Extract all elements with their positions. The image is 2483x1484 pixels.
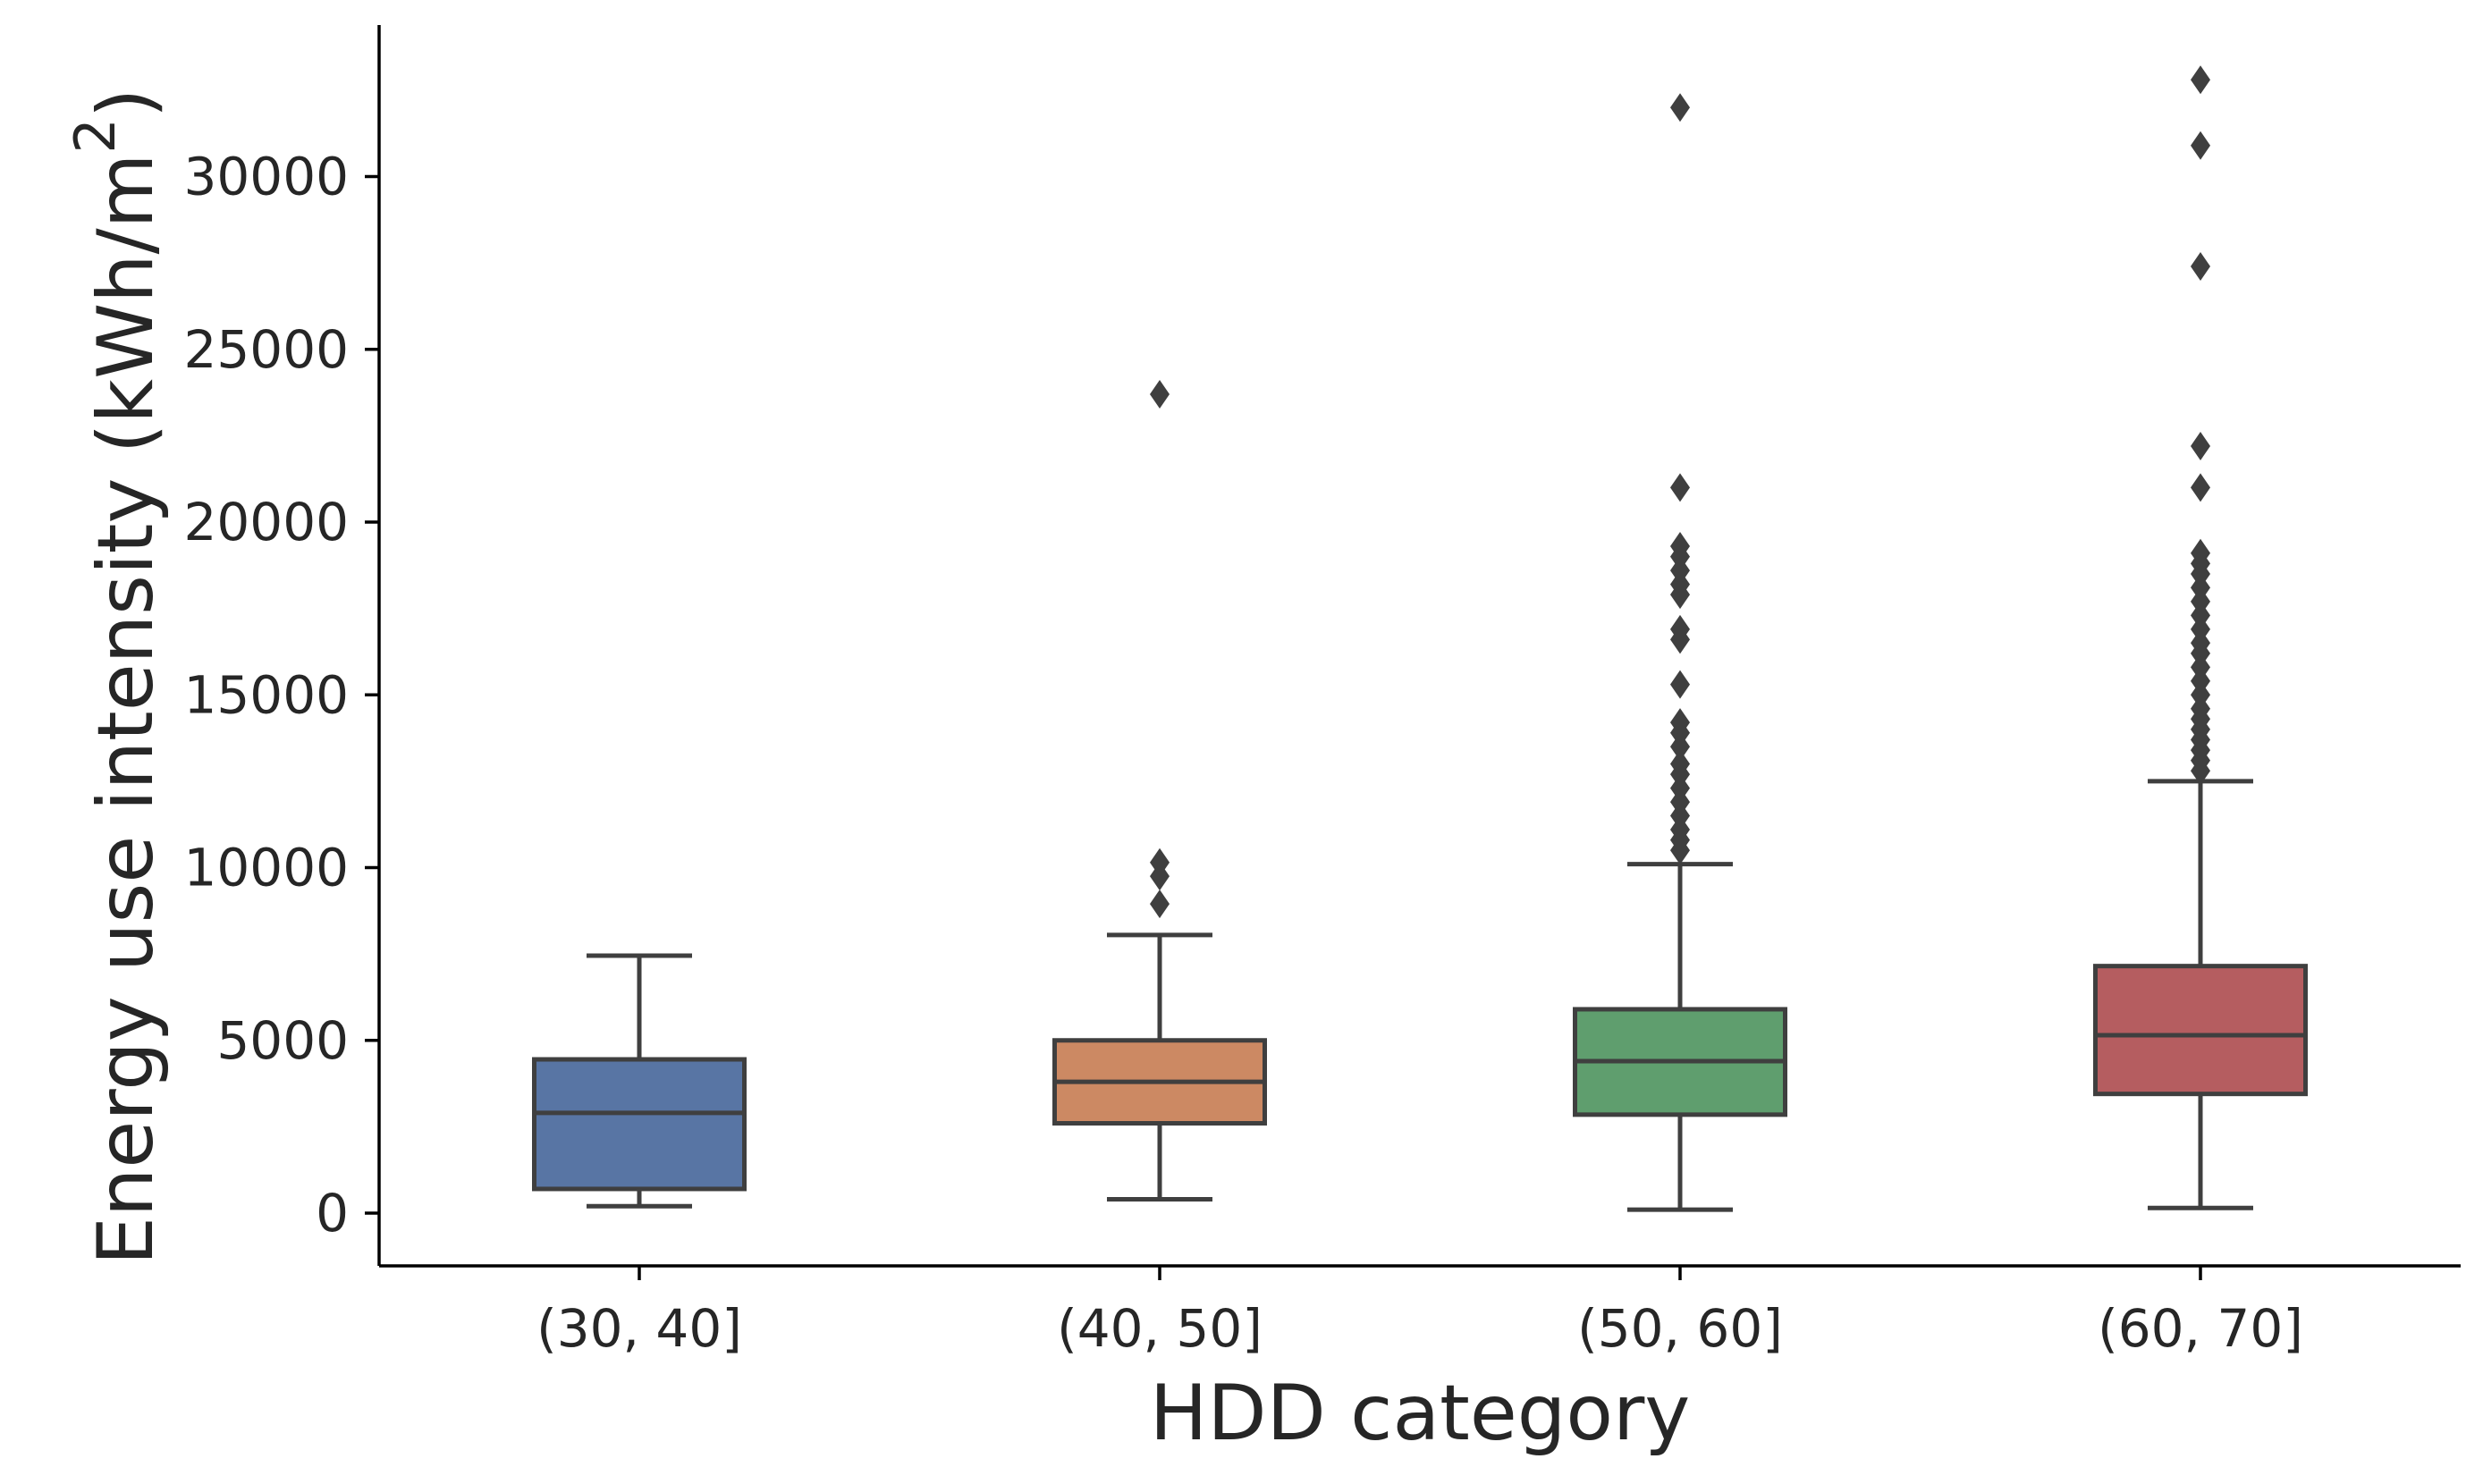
y-axis-ticks: 0 5000 10000 15000 20000 25000 30000	[183, 147, 379, 1244]
x-tick-label: (50, 60]	[1577, 1298, 1783, 1359]
box-series	[532, 65, 2308, 1212]
outlier-point	[1150, 847, 1170, 877]
outlier-point	[1670, 473, 1690, 502]
y-tick-label: 30000	[183, 147, 349, 207]
outlier-point	[2191, 251, 2210, 281]
outlier-point	[1150, 379, 1170, 409]
y-tick-label: 15000	[183, 664, 349, 725]
y-tick-label: 25000	[183, 319, 349, 380]
y-tick-label: 20000	[183, 492, 349, 552]
outlier-point	[1670, 708, 1690, 738]
y-tick-label: 10000	[183, 838, 349, 898]
box-group	[532, 953, 747, 1209]
outlier-point	[2191, 131, 2210, 160]
box-group	[2093, 65, 2308, 1210]
outlier-point	[1670, 749, 1690, 779]
outlier-point	[1670, 670, 1690, 699]
x-tick-label: (60, 70]	[2098, 1298, 2303, 1359]
x-axis-title: HDD category	[1150, 1369, 1691, 1458]
outlier-point	[2191, 538, 2210, 568]
x-axis-ticks: (30, 40] (40, 50] (50, 60] (60, 70]	[536, 1266, 2303, 1359]
y-axis-title-prefix: Energy use intensity (kWh/m	[81, 154, 171, 1266]
box-group	[1573, 93, 1787, 1212]
iqr-box	[532, 1057, 747, 1192]
outlier-point	[1670, 532, 1690, 561]
box-group	[1052, 379, 1267, 1202]
outlier-point	[2191, 431, 2210, 460]
y-axis-title: Energy use intensity (kWh/m2)	[63, 89, 171, 1266]
x-tick-label: (30, 40]	[536, 1298, 742, 1359]
outlier-point	[1670, 93, 1690, 122]
y-tick-label: 0	[316, 1183, 349, 1244]
outlier-point	[2191, 65, 2210, 95]
y-tick-label: 5000	[216, 1010, 349, 1071]
outlier-point	[1150, 890, 1170, 919]
x-tick-label: (40, 50]	[1057, 1298, 1263, 1359]
y-axis-title-suffix: )	[81, 89, 171, 119]
iqr-box	[2093, 964, 2308, 1097]
outlier-point	[1670, 614, 1690, 644]
y-axis-title-superscript: 2	[63, 118, 128, 153]
outlier-point	[2191, 473, 2210, 502]
